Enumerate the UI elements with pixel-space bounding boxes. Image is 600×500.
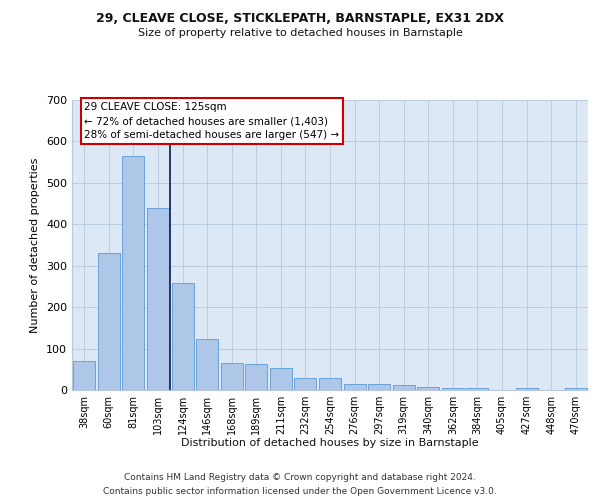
Bar [344, 384, 365, 390]
Text: Size of property relative to detached houses in Barnstaple: Size of property relative to detached ho… [137, 28, 463, 38]
Bar [417, 387, 439, 390]
Bar [147, 208, 169, 390]
Bar [73, 361, 95, 390]
Bar [295, 378, 316, 390]
Y-axis label: Number of detached properties: Number of detached properties [31, 158, 40, 332]
Bar [442, 388, 464, 390]
Bar [196, 340, 218, 390]
Bar [122, 156, 145, 390]
Bar [515, 388, 538, 390]
Bar [172, 283, 194, 390]
Bar [245, 364, 268, 390]
Bar [98, 254, 120, 390]
Text: 29 CLEAVE CLOSE: 125sqm
← 72% of detached houses are smaller (1,403)
28% of semi: 29 CLEAVE CLOSE: 125sqm ← 72% of detache… [84, 102, 340, 140]
Bar [565, 388, 587, 390]
Text: Contains public sector information licensed under the Open Government Licence v3: Contains public sector information licen… [103, 488, 497, 496]
Text: Contains HM Land Registry data © Crown copyright and database right 2024.: Contains HM Land Registry data © Crown c… [124, 472, 476, 482]
Bar [466, 388, 488, 390]
Bar [368, 384, 390, 390]
Bar [392, 385, 415, 390]
Bar [319, 378, 341, 390]
Text: Distribution of detached houses by size in Barnstaple: Distribution of detached houses by size … [181, 438, 479, 448]
Text: 29, CLEAVE CLOSE, STICKLEPATH, BARNSTAPLE, EX31 2DX: 29, CLEAVE CLOSE, STICKLEPATH, BARNSTAPL… [96, 12, 504, 26]
Bar [270, 368, 292, 390]
Bar [221, 363, 243, 390]
